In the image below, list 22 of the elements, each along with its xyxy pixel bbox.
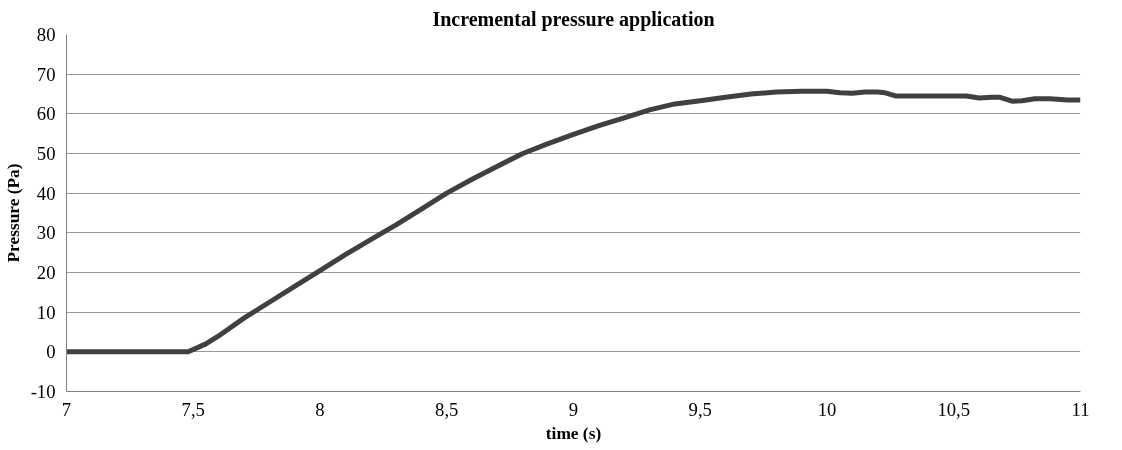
y-tick-label: 80 [36, 24, 56, 45]
y-tick-label: 60 [36, 103, 56, 125]
x-tick-label: 9 [568, 398, 579, 420]
y-tick-label: -10 [30, 381, 56, 402]
y-tick-label: 0 [46, 341, 56, 363]
y-tick-label: 20 [36, 262, 56, 283]
x-tick-label: 10,5 [937, 398, 971, 420]
x-tick-label: 11 [1071, 398, 1090, 420]
x-tick-label: 7 [61, 398, 72, 420]
y-tick-label: 30 [36, 222, 56, 244]
y-tick-label: 10 [36, 301, 56, 323]
x-tick-label: 8,5 [435, 398, 459, 420]
y-tick-label: 70 [36, 63, 56, 85]
x-tick-label: 9,5 [688, 398, 712, 420]
y-axis-title: Pressure (Pa) [3, 163, 23, 263]
y-tick-label: 50 [36, 143, 56, 164]
y-tick-label: 40 [36, 182, 56, 204]
x-tick-label: 10 [817, 398, 837, 420]
x-tick-label: 7,5 [181, 398, 205, 420]
chart-title: Incremental pressure application [432, 7, 715, 31]
x-axis-title: time (s) [545, 423, 602, 443]
x-tick-label: 8 [315, 398, 325, 420]
